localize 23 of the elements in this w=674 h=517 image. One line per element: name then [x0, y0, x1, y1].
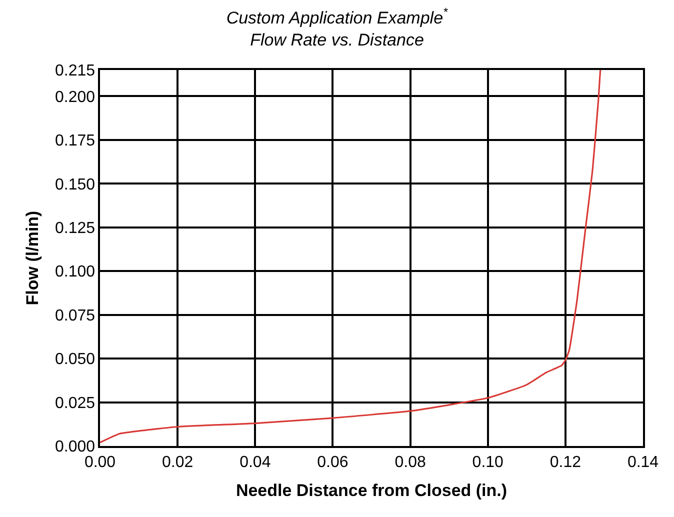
x-axis-title: Needle Distance from Closed (in.)	[236, 480, 508, 500]
x-tick-label: 0.08	[394, 454, 426, 471]
y-tick-label: 0.175	[55, 132, 96, 150]
x-tick-label: 0.06	[317, 454, 348, 471]
x-tick-label: 0.00	[84, 454, 116, 471]
y-axis-title: Flow (l/min)	[23, 210, 42, 306]
x-tick-label: 0.12	[550, 454, 582, 471]
x-tick-label: 0.10	[472, 454, 504, 471]
y-tick-label: 0.075	[55, 307, 96, 324]
y-tick-label: 0.125	[55, 220, 96, 237]
chart-subtitle: Flow Rate vs. Distance	[250, 30, 424, 50]
y-tick-label: 0.025	[55, 394, 96, 412]
y-tick-label: 0.000	[55, 438, 96, 456]
x-tick-label: 0.04	[240, 454, 271, 471]
x-tick-label: 0.14	[627, 454, 659, 471]
y-tick-label: 0.100	[55, 264, 96, 281]
y-tick-label: 0.050	[55, 351, 96, 368]
y-tick-label: 0.200	[55, 88, 96, 106]
chart-title: Custom Application Example$^{*}$	[226, 5, 448, 28]
y-tick-label: 0.150	[55, 176, 96, 194]
line-series	[100, 70, 602, 444]
y-tick-label: 0.215	[55, 62, 96, 80]
x-tick-label: 0.02	[162, 454, 194, 471]
